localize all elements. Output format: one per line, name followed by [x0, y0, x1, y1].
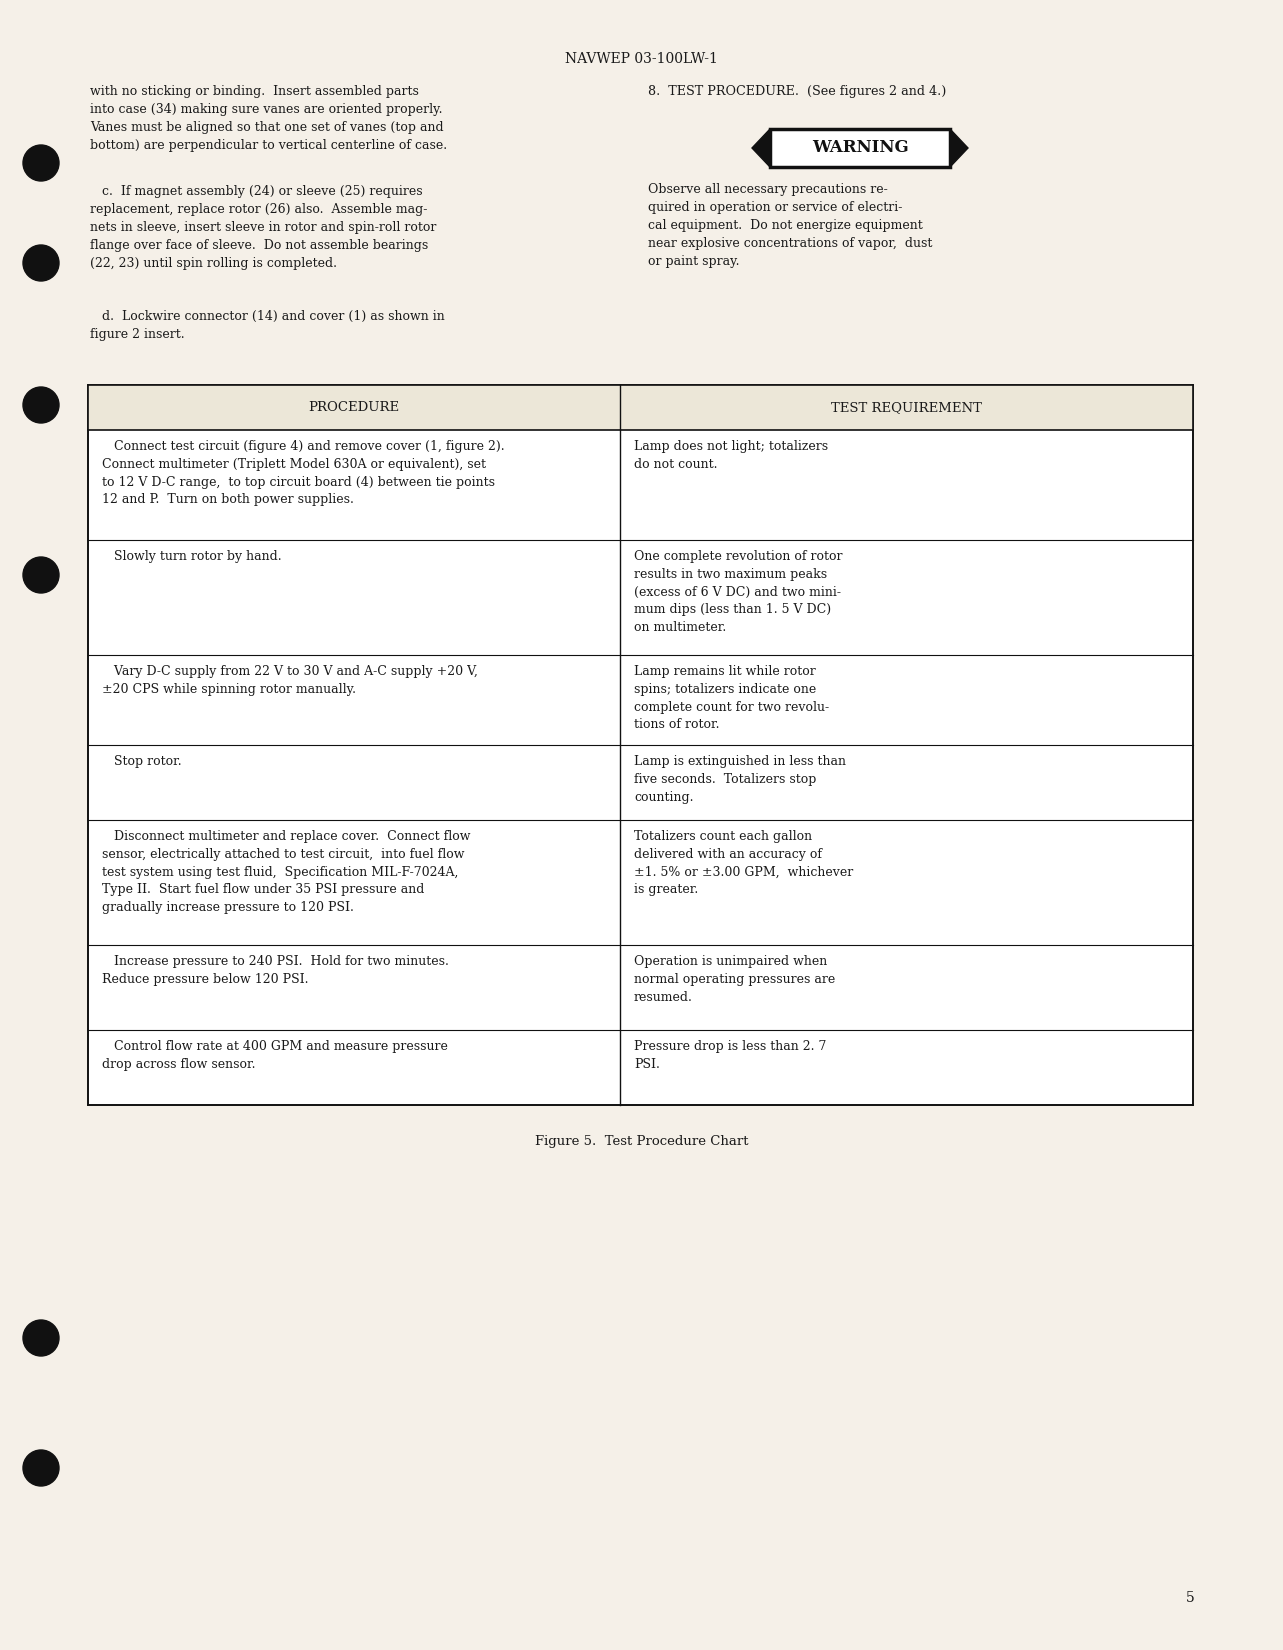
Circle shape	[23, 1320, 59, 1356]
Circle shape	[23, 244, 59, 280]
Text: Lamp does not light; totalizers
do not count.: Lamp does not light; totalizers do not c…	[634, 441, 828, 470]
Text: Vary D-C supply from 22 V to 30 V and A-C supply +20 V,
±20 CPS while spinning r: Vary D-C supply from 22 V to 30 V and A-…	[103, 665, 477, 696]
Text: NAVWEP 03-100LW-1: NAVWEP 03-100LW-1	[565, 53, 718, 66]
Text: Disconnect multimeter and replace cover.  Connect flow
sensor, electrically atta: Disconnect multimeter and replace cover.…	[103, 830, 471, 914]
Text: Pressure drop is less than 2. 7
PSI.: Pressure drop is less than 2. 7 PSI.	[634, 1040, 826, 1071]
Text: Increase pressure to 240 PSI.  Hold for two minutes.
Reduce pressure below 120 P: Increase pressure to 240 PSI. Hold for t…	[103, 955, 449, 985]
Text: One complete revolution of rotor
results in two maximum peaks
(excess of 6 V DC): One complete revolution of rotor results…	[634, 549, 843, 634]
Bar	[770, 129, 949, 167]
Text: Lamp is extinguished in less than
five seconds.  Totalizers stop
counting.: Lamp is extinguished in less than five s…	[634, 756, 845, 804]
Text: Slowly turn rotor by hand.: Slowly turn rotor by hand.	[103, 549, 282, 563]
Text: d.  Lockwire connector (14) and cover (1) as shown in
figure 2 insert.: d. Lockwire connector (14) and cover (1)…	[90, 310, 445, 342]
Circle shape	[23, 145, 59, 182]
Text: Observe all necessary precautions re-
quired in operation or service of electri-: Observe all necessary precautions re- qu…	[648, 183, 933, 267]
Text: 8.  TEST PROCEDURE.  (See figures 2 and 4.): 8. TEST PROCEDURE. (See figures 2 and 4.…	[648, 86, 947, 97]
Text: WARNING: WARNING	[812, 140, 908, 157]
Text: 5: 5	[1187, 1591, 1194, 1605]
Text: PROCEDURE: PROCEDURE	[308, 401, 399, 414]
Text: Figure 5.  Test Procedure Chart: Figure 5. Test Procedure Chart	[535, 1135, 748, 1148]
Text: Lamp remains lit while rotor
spins; totalizers indicate one
complete count for t: Lamp remains lit while rotor spins; tota…	[634, 665, 829, 731]
Circle shape	[23, 558, 59, 592]
Polygon shape	[949, 129, 967, 167]
Text: Control flow rate at 400 GPM and measure pressure
drop across flow sensor.: Control flow rate at 400 GPM and measure…	[103, 1040, 448, 1071]
Text: Totalizers count each gallon
delivered with an accuracy of
±1. 5% or ±3.00 GPM, : Totalizers count each gallon delivered w…	[634, 830, 853, 896]
Circle shape	[23, 1450, 59, 1487]
Text: Connect test circuit (figure 4) and remove cover (1, figure 2).
Connect multimet: Connect test circuit (figure 4) and remo…	[103, 441, 504, 507]
Text: Stop rotor.: Stop rotor.	[103, 756, 182, 767]
Text: c.  If magnet assembly (24) or sleeve (25) requires
replacement, replace rotor (: c. If magnet assembly (24) or sleeve (25…	[90, 185, 436, 271]
Text: TEST REQUIREMENT: TEST REQUIREMENT	[831, 401, 981, 414]
Circle shape	[23, 388, 59, 422]
Polygon shape	[752, 129, 770, 167]
Text: with no sticking or binding.  Insert assembled parts
into case (34) making sure : with no sticking or binding. Insert asse…	[90, 86, 446, 152]
Bar	[89, 384, 1193, 431]
Bar	[89, 384, 1193, 1106]
Text: Operation is unimpaired when
normal operating pressures are
resumed.: Operation is unimpaired when normal oper…	[634, 955, 835, 1003]
